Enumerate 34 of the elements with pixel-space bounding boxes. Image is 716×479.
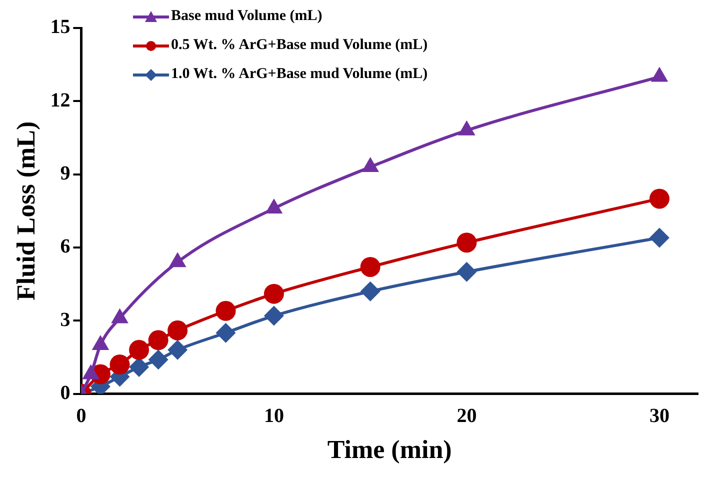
point — [362, 157, 379, 172]
point — [168, 340, 188, 360]
point — [264, 284, 284, 304]
y-tick-label: 0 — [60, 382, 70, 404]
point — [650, 66, 668, 82]
legend-label: 1.0 Wt. % ArG+Base mud Volume (mL) — [171, 66, 428, 83]
point — [110, 354, 130, 375]
x-axis-title: Time (min) — [327, 435, 452, 464]
point — [456, 232, 477, 253]
point — [129, 340, 150, 360]
legend-label: 0.5 Wt. % ArG+Base mud Volume (mL) — [171, 37, 428, 54]
x-tick-label: 10 — [264, 404, 284, 427]
point — [456, 262, 477, 282]
point — [360, 281, 380, 302]
point — [360, 256, 380, 277]
y-tick-label: 12 — [50, 89, 70, 112]
point — [458, 120, 476, 136]
y-tick-label: 9 — [60, 162, 70, 184]
point — [649, 228, 670, 248]
point — [216, 300, 236, 321]
point — [148, 330, 168, 350]
point — [168, 320, 188, 340]
y-tick-label: 3 — [60, 308, 70, 331]
point — [216, 322, 236, 343]
point — [649, 188, 670, 209]
y-tick-label: 6 — [60, 236, 70, 258]
legend-label: Base mud Volume (mL) — [171, 8, 322, 25]
x-tick-label: 20 — [456, 404, 477, 427]
y-axis-title: Fluid Loss (mL) — [11, 121, 40, 300]
x-tick-label: 30 — [649, 404, 670, 427]
point — [264, 306, 284, 326]
x-tick-label: 0 — [76, 404, 86, 427]
y-tick-label: 15 — [50, 16, 70, 38]
point — [148, 350, 168, 370]
